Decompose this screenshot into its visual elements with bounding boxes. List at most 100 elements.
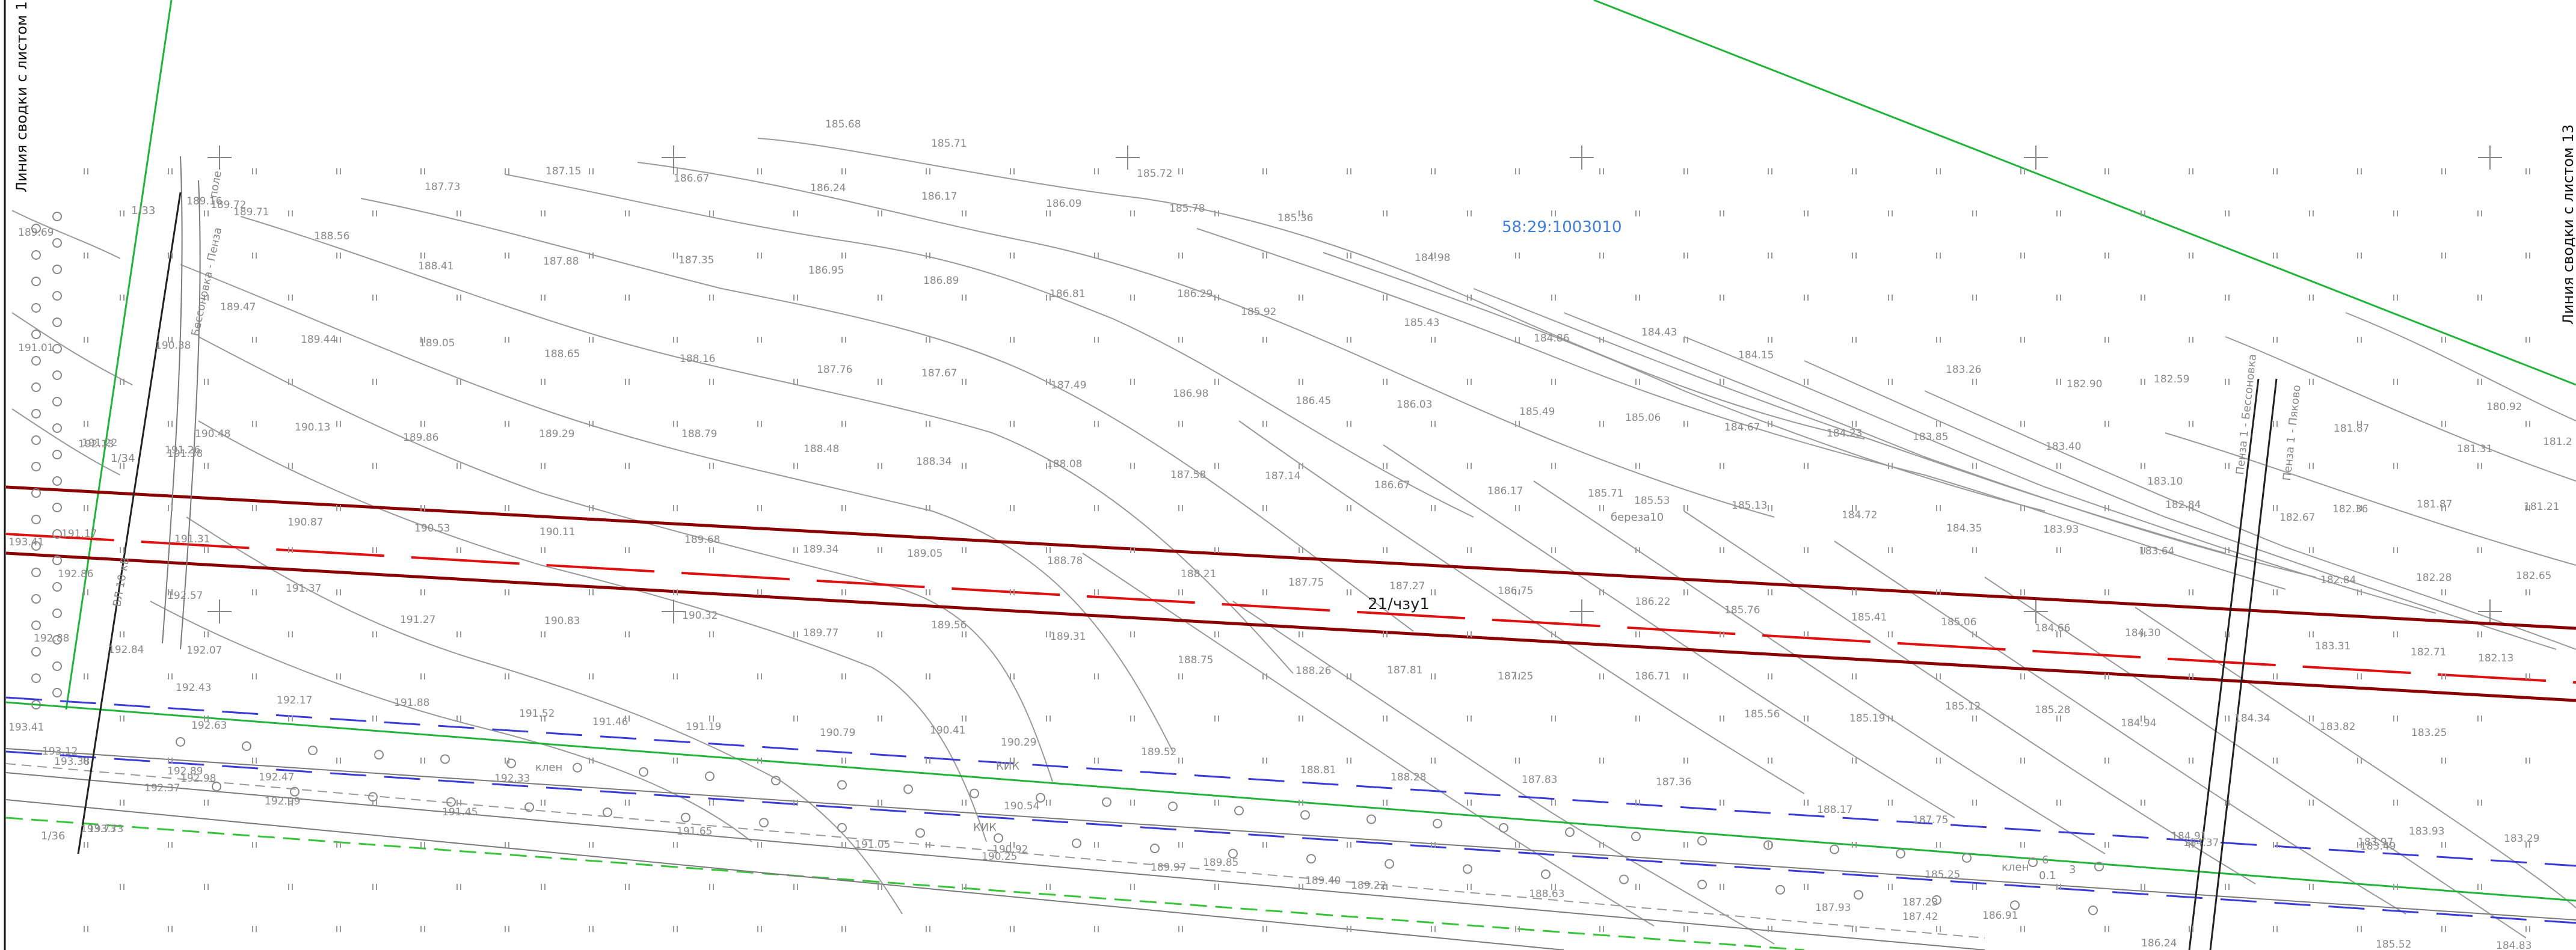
grass-tick xyxy=(1214,210,1219,216)
grass-tick xyxy=(1768,168,1772,174)
grass-tick xyxy=(878,210,882,216)
grass-tick xyxy=(2189,673,2193,679)
grass-tick xyxy=(168,168,173,174)
grass-tick xyxy=(2104,168,2109,174)
grass-tick xyxy=(1383,631,1388,637)
utility-lines xyxy=(5,696,2576,924)
tree-marker xyxy=(52,529,62,539)
elevation-label: 188.56 xyxy=(314,230,349,242)
tree-marker xyxy=(31,462,41,471)
grass-tick xyxy=(625,463,630,469)
elevation-label: 187.58 xyxy=(1170,469,1206,481)
kip-label-2: КИК xyxy=(996,760,1019,773)
grass-tick xyxy=(926,337,930,343)
grass-tick xyxy=(252,168,257,174)
grass-tick xyxy=(1720,547,1724,553)
grass-tick xyxy=(1683,589,1688,595)
grass-tick xyxy=(1599,505,1604,511)
elevation-label: 188.78 xyxy=(1047,555,1083,567)
elevation-label: 183.93 xyxy=(2043,524,2079,536)
grass-tick xyxy=(2441,842,2446,848)
grass-tick xyxy=(1383,463,1388,469)
tree-marker xyxy=(52,370,62,380)
elevation-label: 185.68 xyxy=(825,118,861,130)
grass-tick xyxy=(1936,758,1941,764)
tree-marker xyxy=(31,700,41,709)
elevation-label: 189.71 xyxy=(233,206,269,218)
grass-tick xyxy=(1010,253,1015,259)
grass-tick xyxy=(1804,379,1809,385)
tree-marker xyxy=(1697,880,1707,890)
elevation-labels: 185.68 185.71 185.72 187.73 187.15 186.67 186.… xyxy=(8,118,2572,950)
grass-tick xyxy=(1852,168,1857,174)
grass-tick xyxy=(2309,716,2314,722)
grass-tick xyxy=(2309,884,2314,890)
grass-tick xyxy=(1635,884,1640,890)
elevation-label: 191.37 xyxy=(286,583,321,595)
grass-tick xyxy=(252,842,257,848)
grass-tick xyxy=(673,337,678,343)
grass-tick xyxy=(841,253,846,259)
grass-tick xyxy=(505,505,509,511)
grass-tick xyxy=(1347,673,1351,679)
grass-tick xyxy=(2273,421,2278,427)
grass-tick xyxy=(757,421,762,427)
grass-tick xyxy=(2477,463,2482,469)
grass-tick xyxy=(1431,421,1436,427)
grass-tick xyxy=(2441,253,2446,259)
grass-tick xyxy=(625,800,630,806)
grass-tick xyxy=(2477,631,2482,637)
grass-tick xyxy=(2189,589,2193,595)
grass-tick xyxy=(456,379,461,385)
elevation-label: 191.22 xyxy=(82,437,117,449)
tree-marker xyxy=(970,788,979,798)
grass-tick xyxy=(1431,926,1436,932)
elevation-label: 183.93 xyxy=(2409,826,2444,838)
grass-tick xyxy=(1467,884,1472,890)
elevation-label: 185.41 xyxy=(1851,611,1887,624)
elevation-label: 183.29 xyxy=(2504,833,2539,845)
grass-tick xyxy=(1852,673,1857,679)
grass-tick xyxy=(2357,337,2362,343)
grass-tick xyxy=(1936,505,1941,511)
tree-marker xyxy=(1499,823,1508,833)
tree-marker xyxy=(1854,890,1863,900)
match-line-left: Линия сводки с листом 11 xyxy=(13,0,30,192)
grass-tick xyxy=(84,842,88,848)
grass-tick xyxy=(1262,421,1267,427)
grass-tick xyxy=(204,295,209,301)
elevation-label: 190.48 xyxy=(195,428,230,440)
grass-tick xyxy=(841,505,846,511)
grass-tick xyxy=(2141,800,2145,806)
grass-tick xyxy=(1720,295,1724,301)
grass-tick xyxy=(1683,505,1688,511)
grass-tick xyxy=(1383,210,1388,216)
elevation-label: 191.17 xyxy=(61,528,97,540)
grass-tick xyxy=(204,800,209,806)
match-line-right: Линия сводки с листом 13 xyxy=(2560,124,2576,325)
elevation-label: 186.24 xyxy=(810,182,846,194)
grass-tick xyxy=(1262,337,1267,343)
elevation-label: 188.81 xyxy=(1300,764,1336,776)
grass-tick xyxy=(709,800,714,806)
grass-tick xyxy=(2477,379,2482,385)
tree-marker xyxy=(31,382,41,392)
grass-tick xyxy=(2056,463,2061,469)
elevation-label: 188.63 xyxy=(1529,888,1564,900)
grass-tick xyxy=(2441,168,2446,174)
grass-tick xyxy=(1130,547,1135,553)
grass-tick xyxy=(1010,842,1015,848)
grass-tick xyxy=(1262,168,1267,174)
tree-markers xyxy=(31,212,2104,916)
grass-tick xyxy=(2309,800,2314,806)
elevation-label: 185.78 xyxy=(1169,203,1205,215)
elevation-label: 188.16 xyxy=(680,353,715,365)
grass-tick xyxy=(1046,884,1051,890)
grass-tick xyxy=(2393,463,2398,469)
grass-tick xyxy=(252,589,257,595)
grass-tick xyxy=(456,716,461,722)
grass-tick xyxy=(2020,505,2025,511)
grass-tick xyxy=(168,421,173,427)
grass-tick xyxy=(2357,253,2362,259)
